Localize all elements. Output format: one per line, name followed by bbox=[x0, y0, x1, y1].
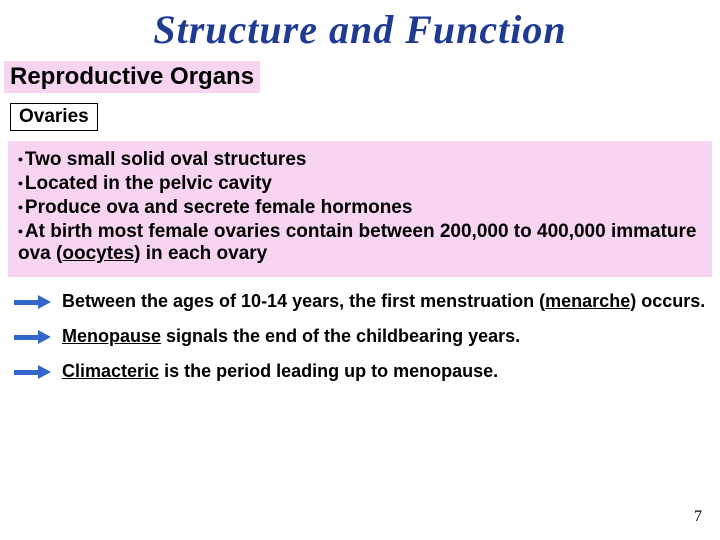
bullet-text: Located in the pelvic cavity bbox=[25, 173, 272, 194]
subheading-ovaries: Ovaries bbox=[10, 103, 98, 131]
note-line: Menopause signals the end of the childbe… bbox=[14, 326, 706, 347]
slide-title: Structure and Function bbox=[0, 0, 720, 53]
bullet-item: •Produce ova and secrete female hormones bbox=[18, 197, 702, 219]
bullet-text: Two small solid oval structures bbox=[25, 149, 307, 170]
bullet-text: Produce ova and secrete female hormones bbox=[25, 197, 413, 218]
notes-block: Between the ages of 10-14 years, the fir… bbox=[14, 291, 706, 382]
term-climacteric: Climacteric bbox=[62, 361, 159, 381]
arrow-icon bbox=[14, 297, 54, 307]
arrow-icon bbox=[14, 367, 54, 377]
section-heading: Reproductive Organs bbox=[4, 61, 260, 93]
note-text: Menopause signals the end of the childbe… bbox=[62, 326, 706, 347]
note-line: Climacteric is the period leading up to … bbox=[14, 361, 706, 382]
term-menarche: menarche bbox=[545, 291, 630, 311]
note-post: is the period leading up to menopause. bbox=[159, 361, 498, 381]
page-number: 7 bbox=[694, 508, 702, 526]
bullets-box: •Two small solid oval structures •Locate… bbox=[8, 141, 712, 277]
term-menopause: Menopause bbox=[62, 326, 161, 346]
bullet-text: ) in each ovary bbox=[134, 243, 267, 264]
note-line: Between the ages of 10-14 years, the fir… bbox=[14, 291, 706, 312]
note-post: ) occurs. bbox=[630, 291, 705, 311]
bullet-item: •Two small solid oval structures bbox=[18, 149, 702, 171]
note-text: Climacteric is the period leading up to … bbox=[62, 361, 706, 382]
note-pre: Between the ages of 10-14 years, the fir… bbox=[62, 291, 545, 311]
arrow-icon bbox=[14, 332, 54, 342]
term-oocytes: oocytes bbox=[62, 243, 134, 264]
note-text: Between the ages of 10-14 years, the fir… bbox=[62, 291, 706, 312]
bullet-item: •Located in the pelvic cavity bbox=[18, 173, 702, 195]
note-post: signals the end of the childbearing year… bbox=[161, 326, 520, 346]
bullet-item: •At birth most female ovaries contain be… bbox=[18, 221, 702, 265]
